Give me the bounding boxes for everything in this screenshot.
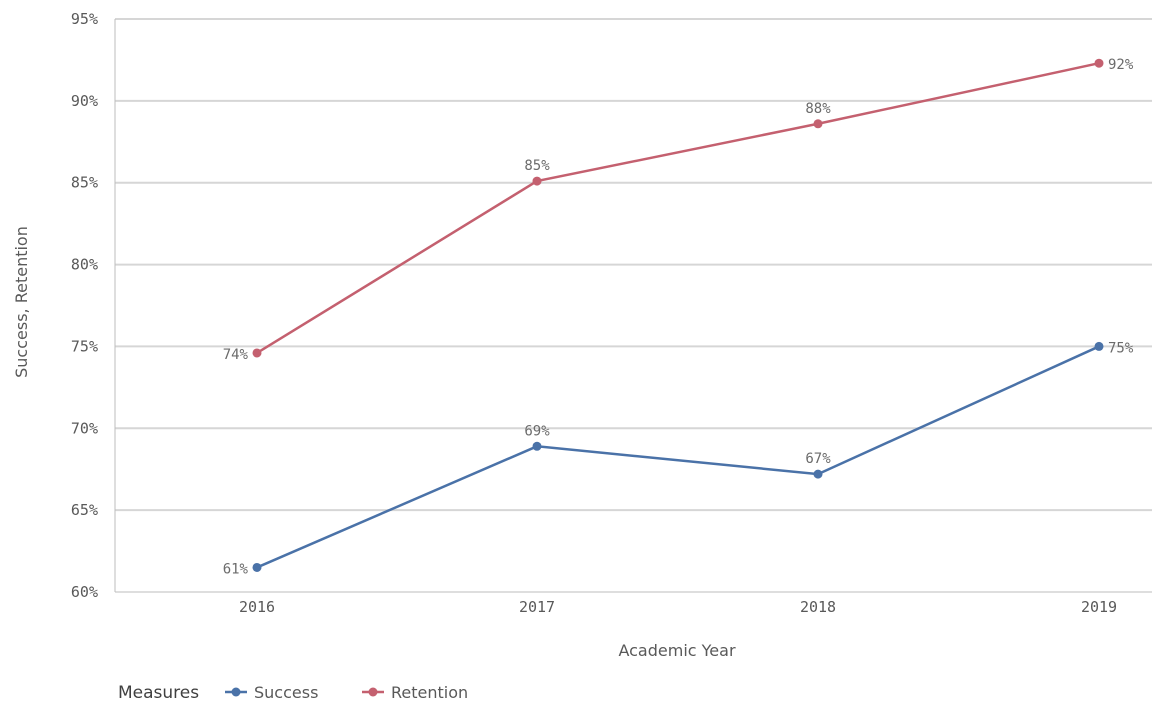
axes bbox=[114, 19, 1152, 593]
legend-swatch-dot bbox=[231, 687, 241, 697]
y-tick-label: 80% bbox=[71, 256, 98, 274]
gridlines bbox=[115, 18, 1152, 512]
data-label-success: 61% bbox=[223, 561, 249, 577]
data-label-retention: 88% bbox=[805, 101, 831, 117]
data-labels: 61% 69% 67% 75% 74% 85% 88% 92% bbox=[223, 57, 1134, 577]
data-label-retention: 92% bbox=[1108, 57, 1134, 73]
data-point-retention[interactable] bbox=[252, 348, 262, 358]
data-point-success[interactable] bbox=[1094, 341, 1104, 351]
data-label-success: 67% bbox=[805, 451, 831, 467]
y-tick-label: 60% bbox=[71, 583, 98, 601]
legend: Measures Success Retention bbox=[118, 683, 468, 703]
data-label-success: 69% bbox=[524, 423, 550, 439]
legend-item-retention[interactable]: Retention bbox=[362, 683, 468, 702]
x-tick-label: 2019 bbox=[1081, 598, 1117, 616]
y-tick-label: 90% bbox=[71, 92, 98, 110]
data-point-retention[interactable] bbox=[1094, 58, 1104, 68]
y-tick-label: 95% bbox=[71, 10, 98, 28]
data-label-success: 75% bbox=[1108, 340, 1134, 356]
data-point-success[interactable] bbox=[252, 562, 262, 572]
series-line-success bbox=[256, 345, 1100, 569]
legend-title: Measures bbox=[118, 683, 199, 703]
x-axis-title: Academic Year bbox=[618, 641, 735, 660]
data-point-retention[interactable] bbox=[813, 119, 823, 129]
data-point-success[interactable] bbox=[813, 469, 823, 479]
x-tick-label: 2017 bbox=[519, 598, 555, 616]
series-lines bbox=[252, 58, 1104, 572]
legend-swatch-dot bbox=[368, 687, 378, 697]
legend-item-success[interactable]: Success bbox=[225, 683, 318, 702]
data-point-success[interactable] bbox=[532, 441, 542, 451]
legend-items: Success Retention bbox=[225, 683, 468, 702]
series-line-retention bbox=[256, 61, 1100, 355]
y-axis-title: Success, Retention bbox=[12, 226, 31, 378]
y-tick-label: 75% bbox=[71, 337, 98, 355]
legend-label: Success bbox=[254, 683, 318, 702]
x-tick-label: 2016 bbox=[239, 598, 275, 616]
x-tick-label: 2018 bbox=[800, 598, 836, 616]
x-axis-tick-labels: 2016 2017 2018 2019 bbox=[239, 598, 1117, 616]
y-tick-label: 70% bbox=[71, 419, 98, 437]
data-label-retention: 85% bbox=[524, 158, 550, 174]
y-tick-label: 65% bbox=[71, 501, 98, 519]
y-tick-label: 85% bbox=[71, 174, 98, 192]
data-label-retention: 74% bbox=[223, 347, 249, 363]
data-point-retention[interactable] bbox=[532, 176, 542, 186]
legend-label: Retention bbox=[391, 683, 468, 702]
y-axis-tick-labels: 60% 65% 70% 75% 80% 85% 90% 95% bbox=[71, 10, 98, 601]
